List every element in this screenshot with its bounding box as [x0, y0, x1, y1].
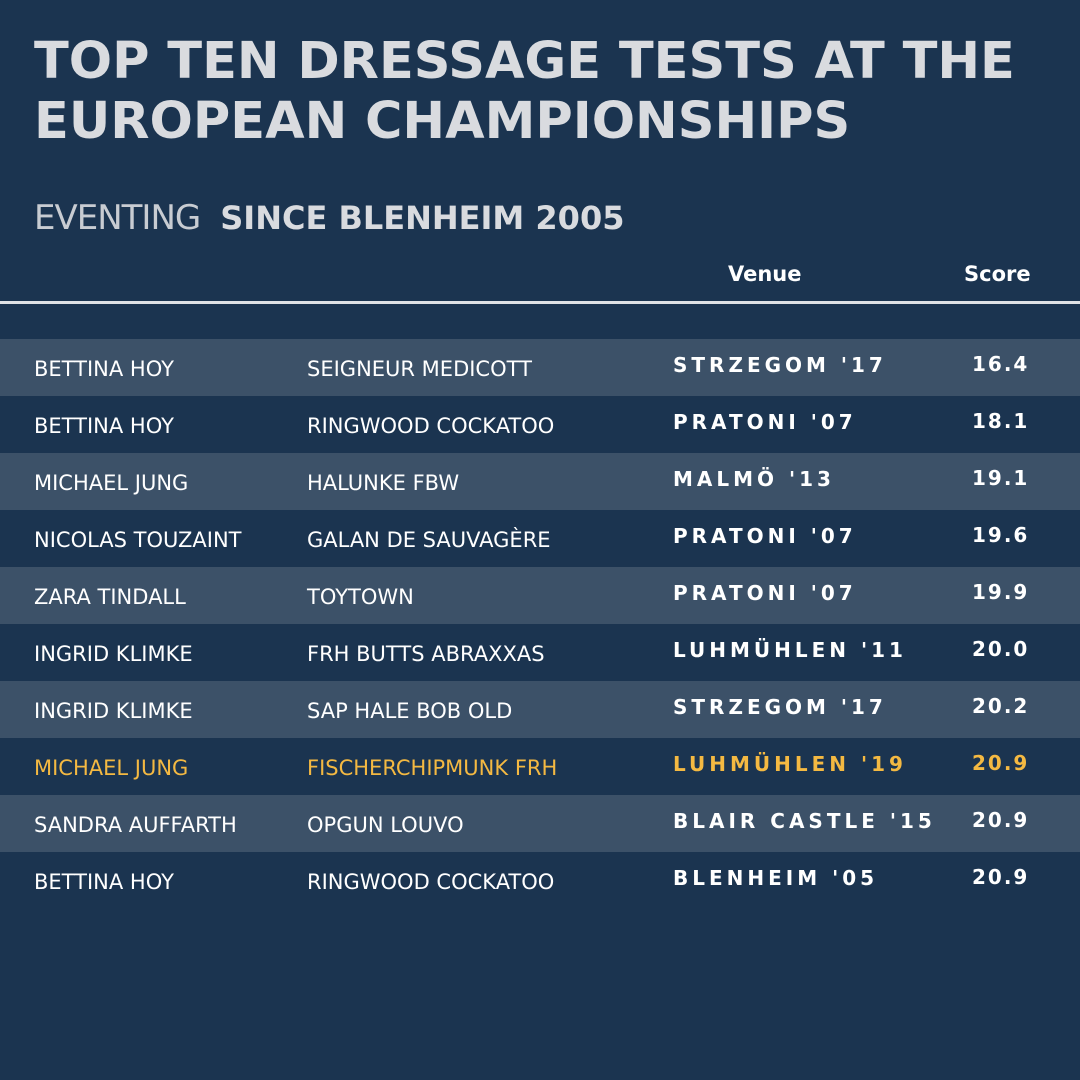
- score-cell: 16.4: [972, 352, 1030, 376]
- horse-name: OPGUN LOUVO: [307, 813, 464, 837]
- score-cell: 20.0: [972, 637, 1030, 661]
- rider-name: NICOLAS TOUZAINT: [34, 528, 242, 552]
- venue-cell: PRATONI '07: [673, 410, 857, 434]
- results-table: BETTINA HOY SEIGNEUR MEDICOTT STRZEGOM '17…: [0, 339, 1080, 909]
- horse-name: TOYTOWN: [307, 585, 414, 609]
- horse-name: FRH BUTTS ABRAXXAS: [307, 642, 545, 666]
- table-row: BETTINA HOY SEIGNEUR MEDICOTT STRZEGOM '17…: [0, 339, 1080, 396]
- venue-cell: BLAIR CASTLE '15: [673, 809, 936, 833]
- venue-cell: STRZEGOM '17: [673, 353, 887, 377]
- table-row: ZARA TINDALL TOYTOWN PRATONI '07 19.9: [0, 567, 1080, 624]
- score-cell: 20.9: [972, 865, 1030, 889]
- horse-name: HALUNKE FBW: [307, 471, 460, 495]
- table-row: NICOLAS TOUZAINT GALAN DE SAUVAGÈRE PRATON…: [0, 510, 1080, 567]
- table-row: INGRID KLIMKE FRH BUTTS ABRAXXAS LUHMÜHLEN…: [0, 624, 1080, 681]
- column-header-venue: Venue: [728, 262, 802, 286]
- score-cell: 19.1: [972, 466, 1030, 490]
- score-cell: 20.2: [972, 694, 1030, 718]
- horse-name: GALAN DE SAUVAGÈRE: [307, 528, 551, 552]
- subtitle-eventing: EVENTING: [34, 198, 201, 238]
- rider-name: SANDRA AUFFARTH: [34, 813, 237, 837]
- score-cell: 20.9: [972, 808, 1030, 832]
- title-line-2: EUROPEAN CHAMPIONSHIPS: [34, 92, 851, 151]
- table-row: BETTINA HOY RINGWOOD COCKATOO PRATONI '07 1…: [0, 396, 1080, 453]
- venue-cell: BLENHEIM '05: [673, 866, 879, 890]
- horse-name: SAP HALE BOB OLD: [307, 699, 513, 723]
- score-cell: 20.9: [972, 751, 1030, 775]
- score-cell: 19.6: [972, 523, 1030, 547]
- rider-name: INGRID KLIMKE: [34, 642, 193, 666]
- table-row: MICHAEL JUNG FISCHERCHIPMUNK FRH LUHMÜHLEN…: [0, 738, 1080, 795]
- venue-cell: STRZEGOM '17: [673, 695, 887, 719]
- score-cell: 19.9: [972, 580, 1030, 604]
- table-row: BETTINA HOY RINGWOOD COCKATOO BLENHEIM '05…: [0, 852, 1080, 909]
- rider-name: ZARA TINDALL: [34, 585, 186, 609]
- venue-cell: LUHMÜHLEN '19: [673, 752, 907, 776]
- header-divider: [0, 301, 1080, 304]
- subtitle-since: SINCE BLENHEIM 2005: [220, 199, 625, 237]
- chart-title: TOP TEN DRESSAGE TESTS AT THE EUROPEAN C…: [34, 32, 1044, 152]
- venue-cell: MALMÖ '13: [673, 467, 835, 491]
- horse-name: RINGWOOD COCKATOO: [307, 414, 555, 438]
- venue-cell: PRATONI '07: [673, 581, 857, 605]
- venue-cell: LUHMÜHLEN '11: [673, 638, 907, 662]
- rider-name: BETTINA HOY: [34, 870, 174, 894]
- horse-name: RINGWOOD COCKATOO: [307, 870, 555, 894]
- title-line-1: TOP TEN DRESSAGE TESTS AT THE: [34, 32, 1015, 91]
- horse-name: FISCHERCHIPMUNK FRH: [307, 756, 558, 780]
- venue-cell: PRATONI '07: [673, 524, 857, 548]
- table-row: MICHAEL JUNG HALUNKE FBW MALMÖ '13 19.1: [0, 453, 1080, 510]
- horse-name: SEIGNEUR MEDICOTT: [307, 357, 532, 381]
- rider-name: INGRID KLIMKE: [34, 699, 193, 723]
- table-row: INGRID KLIMKE SAP HALE BOB OLD STRZEGOM '1…: [0, 681, 1080, 738]
- rider-name: MICHAEL JUNG: [34, 471, 189, 495]
- chart-subtitle: EVENTING SINCE BLENHEIM 2005: [34, 194, 624, 242]
- score-cell: 18.1: [972, 409, 1030, 433]
- table-row: SANDRA AUFFARTH OPGUN LOUVO BLAIR CASTLE '…: [0, 795, 1080, 852]
- column-header-score: Score: [964, 262, 1031, 286]
- rider-name: MICHAEL JUNG: [34, 756, 189, 780]
- rider-name: BETTINA HOY: [34, 414, 174, 438]
- rider-name: BETTINA HOY: [34, 357, 174, 381]
